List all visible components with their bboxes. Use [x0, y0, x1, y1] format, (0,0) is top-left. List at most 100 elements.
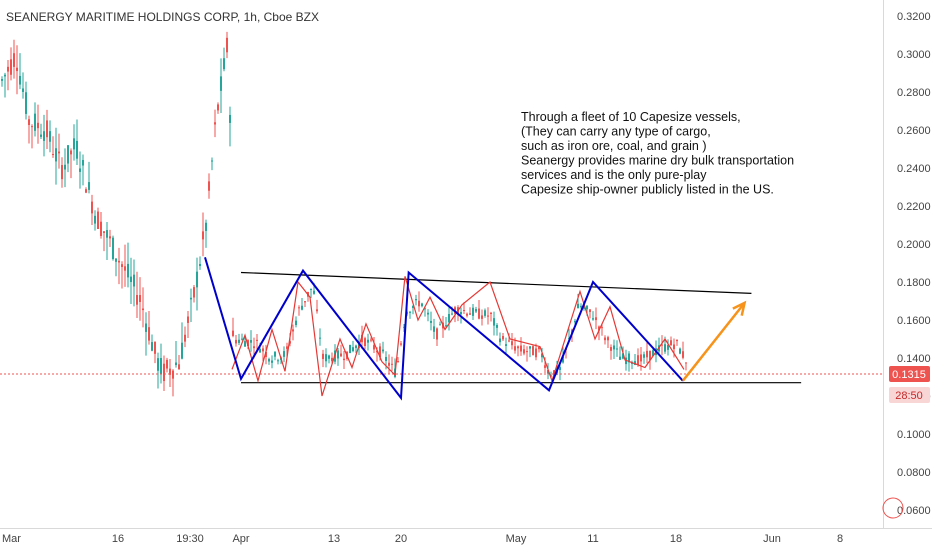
candle-body — [202, 231, 204, 240]
candle-body — [259, 349, 261, 353]
price-tick-label: 0.2600 — [897, 125, 931, 137]
candle-body — [313, 290, 315, 294]
candle-body — [292, 329, 294, 332]
price-tick-label: 0.0800 — [897, 467, 931, 479]
candle-body — [187, 316, 189, 323]
time-tick-label: 11 — [587, 533, 598, 545]
candle-body — [91, 201, 93, 214]
candle-body — [40, 134, 42, 137]
candle-body — [529, 346, 531, 349]
candle-body — [532, 346, 534, 356]
candle-body — [499, 338, 501, 343]
candle-body — [397, 361, 399, 363]
candle-body — [487, 315, 489, 317]
time-tick-label: Jun — [763, 533, 781, 545]
candle-body — [22, 88, 24, 92]
candle-body — [628, 353, 630, 363]
candle-body — [85, 189, 87, 193]
candle-body — [415, 298, 417, 301]
candle-body — [616, 348, 618, 350]
candle-body — [523, 349, 525, 354]
candle-body — [244, 341, 246, 347]
price-tick-label: 0.3000 — [897, 49, 931, 61]
candle-body — [619, 356, 621, 360]
candle-body — [82, 159, 84, 166]
candle-body — [250, 340, 252, 343]
candle-body — [520, 345, 522, 352]
candle-body — [181, 342, 183, 359]
candle-body — [598, 326, 600, 331]
candle-body — [16, 67, 18, 72]
candle-body — [163, 363, 165, 382]
chart-title: SEANERGY MARITIME HOLDINGS CORP, 1h, Cbo… — [6, 10, 319, 24]
price-tick-label: 0.2400 — [897, 163, 931, 175]
time-tick-label: 13 — [328, 533, 340, 545]
candle-body — [559, 367, 561, 370]
price-tick-label: 0.1000 — [897, 429, 931, 441]
candle-body — [514, 346, 516, 351]
time-tick-label: 20 — [395, 533, 407, 545]
candle-body — [355, 345, 357, 349]
candle-body — [676, 339, 678, 342]
candle-body — [220, 76, 222, 91]
candle-body — [511, 341, 513, 346]
annotation-line: such as iron ore, coal, and grain ) — [521, 139, 707, 153]
candle-body — [643, 354, 645, 358]
candle-body — [646, 350, 648, 358]
candle-body — [427, 312, 429, 315]
candle-body — [190, 297, 192, 300]
candle-body — [550, 375, 552, 377]
candle-body — [640, 354, 642, 362]
candle-body — [1, 78, 3, 81]
candle-body — [115, 258, 117, 262]
candle-body — [469, 313, 471, 315]
candle-body — [463, 310, 465, 312]
price-tick-label: 0.1400 — [897, 353, 931, 365]
candle-body — [253, 346, 255, 349]
projection-arrowhead — [732, 300, 747, 316]
candle-body — [145, 323, 147, 332]
candle-body — [649, 350, 651, 361]
candle-body — [316, 309, 318, 312]
candle-body — [100, 221, 102, 237]
candle-body — [148, 327, 150, 341]
alert-marker-icon[interactable] — [882, 497, 904, 519]
candle-body — [661, 344, 663, 346]
candle-body — [97, 211, 99, 229]
candle-body — [484, 310, 486, 316]
candle-body — [19, 75, 21, 85]
candle-body — [391, 363, 393, 365]
candle-body — [502, 336, 504, 340]
candle-body — [682, 351, 684, 358]
candle-body — [610, 347, 612, 351]
candle-body — [106, 230, 108, 238]
candle-body — [670, 340, 672, 346]
candle-body — [196, 271, 198, 288]
candle-body — [301, 305, 303, 310]
candle-body — [133, 274, 135, 287]
candle-body — [310, 288, 312, 290]
candle-body — [223, 58, 225, 70]
candle-body — [472, 307, 474, 316]
last-price-label: 0.1315 — [892, 369, 926, 381]
price-axis[interactable]: 0.3200 0.3000 0.2800 0.2600 0.2400 0.2200 0.20… — [897, 11, 931, 517]
annotation-line: Through a fleet of 10 Capesize vessels, — [521, 110, 741, 124]
candle-body — [103, 231, 105, 233]
candle-body — [262, 348, 264, 352]
candle-body — [493, 318, 495, 326]
candle-body — [586, 305, 588, 310]
price-tick-label: 0.0600 — [897, 505, 931, 517]
candle-body — [505, 344, 507, 346]
price-tick-label: 0.2800 — [897, 87, 931, 99]
time-axis[interactable]: Mar 16 19:30 Apr 13 20 May 11 18 Jun 8 — [2, 533, 843, 545]
candle-body — [226, 37, 228, 53]
candle-body — [595, 317, 597, 321]
candle-body — [574, 320, 576, 323]
candle-body — [373, 345, 375, 350]
candle-body — [361, 334, 363, 343]
candle-body — [418, 300, 420, 307]
candle-body — [478, 308, 480, 319]
candle-body — [667, 344, 669, 350]
candle-body — [283, 351, 285, 357]
